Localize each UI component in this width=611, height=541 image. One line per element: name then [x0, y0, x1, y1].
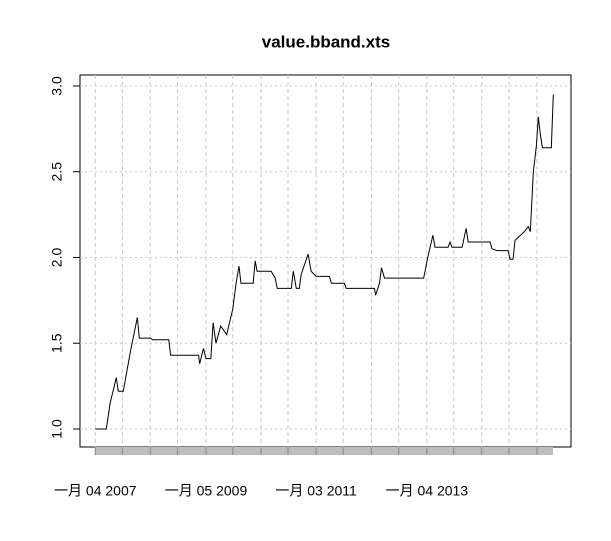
series-line — [95, 94, 554, 430]
x-tick-label: 一月 03 2011 — [275, 483, 357, 499]
y-tick-label: 2.0 — [49, 248, 65, 268]
chart-title: value.bband.xts — [262, 32, 390, 51]
y-tick-label: 1.0 — [49, 419, 65, 439]
x-axis-band — [95, 447, 553, 455]
y-tick-label: 1.5 — [49, 333, 65, 353]
x-tick-label: 一月 04 2013 — [386, 483, 469, 499]
x-tick-label: 一月 05 2009 — [165, 483, 248, 499]
x-tick-label: 一月 04 2007 — [54, 483, 137, 499]
y-tick-label: 2.5 — [49, 162, 65, 182]
y-tick-label: 3.0 — [49, 76, 65, 96]
